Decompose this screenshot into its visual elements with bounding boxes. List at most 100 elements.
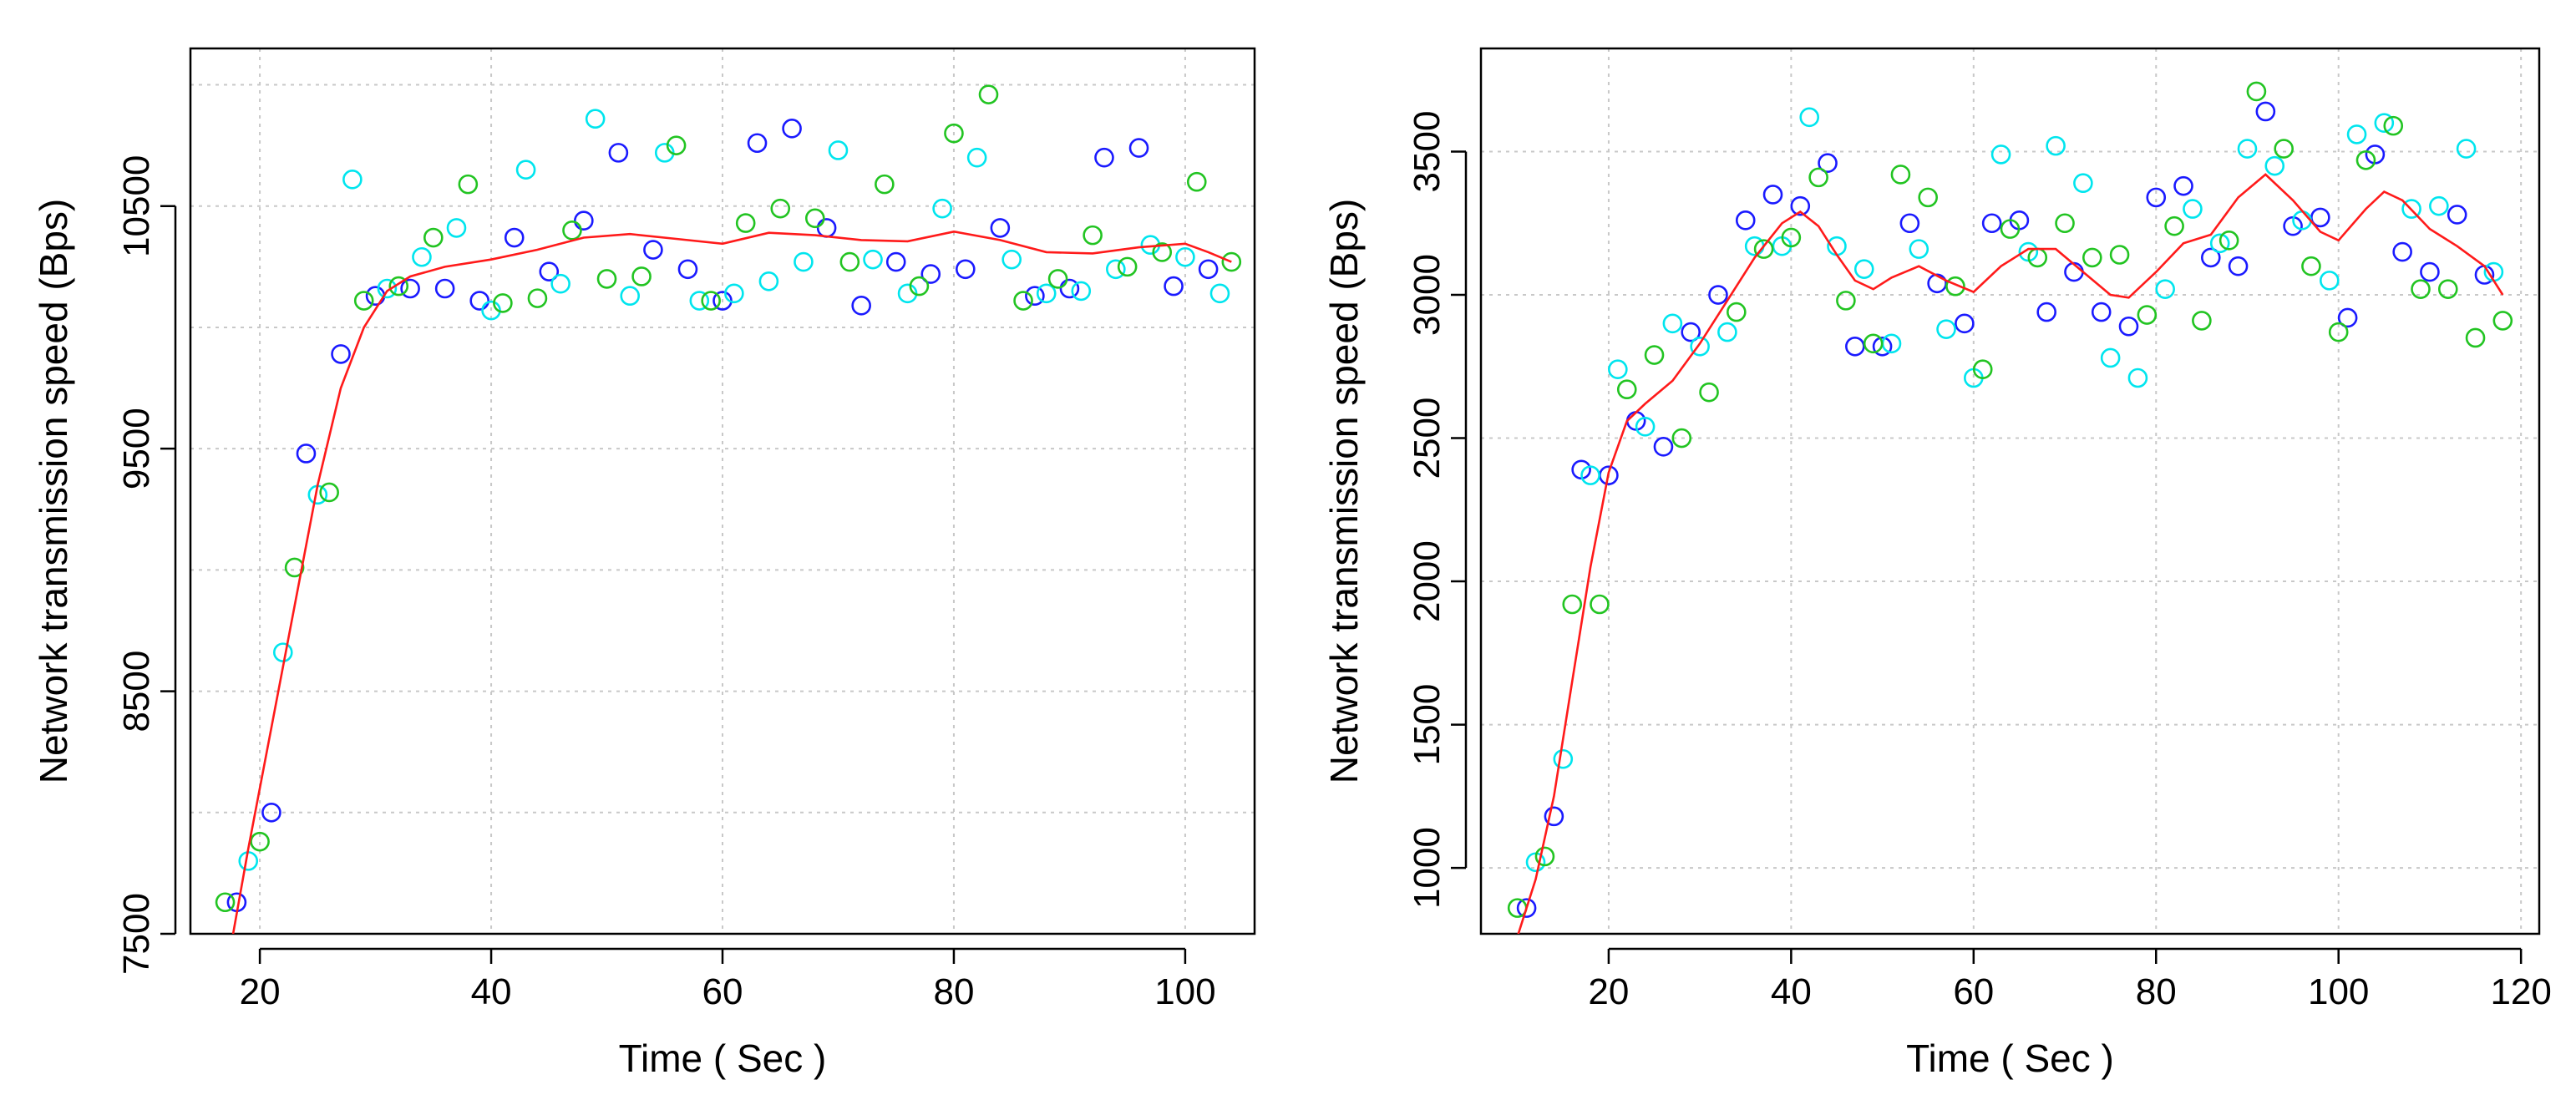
data-point-green [2355, 150, 2376, 170]
data-point-green [2082, 247, 2102, 268]
data-point-cyan [2429, 195, 2449, 216]
data-point-green [2492, 311, 2513, 331]
data-point-green [2246, 81, 2267, 102]
x-axis-title: Time ( Sec ) [1906, 1037, 2114, 1080]
data-point-green [1808, 167, 1828, 188]
data-point-blue [1872, 336, 1893, 357]
data-point-green [1671, 428, 1692, 449]
data-point-green [1616, 379, 1637, 400]
data-point-cyan [2456, 139, 2477, 159]
data-point-blue [400, 278, 420, 299]
x-tick-label: 100 [2308, 971, 2369, 1012]
data-point-green [250, 831, 270, 852]
x-tick-label: 60 [1953, 971, 1994, 1012]
data-point-cyan [515, 160, 536, 180]
plot-area [215, 84, 1242, 934]
data-point-green [1753, 239, 1774, 259]
data-point-cyan [2237, 139, 2258, 159]
data-point-green [215, 892, 236, 913]
data-point-blue [1164, 276, 1184, 297]
data-point-blue [539, 261, 560, 281]
data-point-blue [2200, 247, 2221, 268]
left-chart-panel: 20 40 60 80 100 7500 8500 9500 10500 Time ( Sec )… [32, 47, 1256, 1080]
data-point-blue [469, 291, 489, 311]
data-point-blue [851, 296, 871, 316]
data-point-green [1945, 276, 1965, 297]
y-tick-label: 2000 [1407, 540, 1448, 622]
y-axis-title: Network transmission speed (Bps) [1322, 199, 1366, 783]
plot-area [1507, 81, 2513, 934]
data-point-green [875, 174, 895, 195]
data-point-blue [1762, 185, 1783, 205]
plot-frame [1479, 47, 2541, 935]
data-point-green [701, 291, 721, 311]
data-point-green [1890, 165, 1911, 185]
data-point-cyan [550, 273, 570, 294]
data-point-green [284, 557, 305, 578]
data-point-cyan [1936, 319, 1956, 339]
data-point-blue [677, 259, 698, 280]
data-point-cyan [1909, 239, 1929, 259]
data-point-cyan [1580, 465, 1600, 485]
data-point-cyan [2319, 271, 2340, 291]
plot-frame [189, 47, 1256, 935]
data-point-green [2219, 231, 2239, 251]
data-point-blue [2091, 302, 2112, 322]
data-point-green [1152, 242, 1173, 262]
data-point-blue [2447, 205, 2467, 225]
data-point-blue [2146, 187, 2167, 208]
data-point-cyan [1071, 281, 1092, 302]
data-point-cyan [1553, 748, 1574, 769]
data-point-green [2164, 215, 2184, 236]
data-point-cyan [2100, 347, 2121, 368]
data-point-green [319, 482, 339, 503]
data-point-cyan [1036, 283, 1057, 304]
data-point-cyan [342, 170, 363, 190]
y-tick-label: 9500 [116, 408, 157, 489]
data-point-green [2137, 305, 2158, 325]
data-point-cyan [794, 251, 814, 272]
fit-curve [231, 230, 1232, 934]
data-point-green [2055, 213, 2075, 234]
data-point-cyan [2155, 279, 2175, 299]
data-point-blue [1198, 259, 1219, 280]
data-point-green [735, 213, 756, 233]
data-point-cyan [620, 286, 641, 307]
data-point-green [1781, 227, 1802, 248]
data-point-cyan [966, 147, 987, 168]
data-point-green [2465, 327, 2486, 348]
data-point-green [666, 135, 687, 155]
data-point-blue [2228, 256, 2249, 276]
data-point-green [493, 293, 513, 313]
data-point-green [631, 266, 652, 286]
data-point-cyan [2073, 173, 2093, 194]
y-tick-label: 3000 [1407, 254, 1448, 336]
data-point-blue [885, 251, 906, 272]
y-tick-label: 8500 [116, 651, 157, 733]
data-point-cyan [1853, 259, 1874, 279]
data-point-green [562, 221, 582, 241]
data-point-blue [920, 264, 941, 284]
data-point-blue [782, 119, 802, 139]
data-point-blue [504, 227, 525, 248]
data-point-cyan [1175, 246, 1195, 267]
data-point-green [2301, 256, 2321, 276]
data-point-green [1972, 359, 1993, 380]
data-point-cyan [758, 271, 779, 291]
data-point-blue [2310, 207, 2330, 228]
data-point-blue [1845, 336, 1865, 357]
y-tick-label: 2500 [1407, 398, 1448, 479]
data-point-blue [1094, 147, 1114, 168]
data-point-cyan [1209, 283, 1230, 304]
x-tick-label: 80 [933, 971, 974, 1012]
data-point-green [1918, 187, 1938, 208]
x-tick-label: 100 [1154, 971, 1215, 1012]
data-point-green [1562, 594, 1583, 615]
data-point-cyan [863, 249, 883, 270]
x-tick-label: 60 [702, 971, 743, 1012]
data-point-cyan [1799, 107, 1820, 128]
data-point-blue [1653, 437, 1674, 457]
x-tick-label: 40 [471, 971, 512, 1012]
data-point-green [1644, 345, 1665, 365]
data-point-green [423, 227, 444, 248]
